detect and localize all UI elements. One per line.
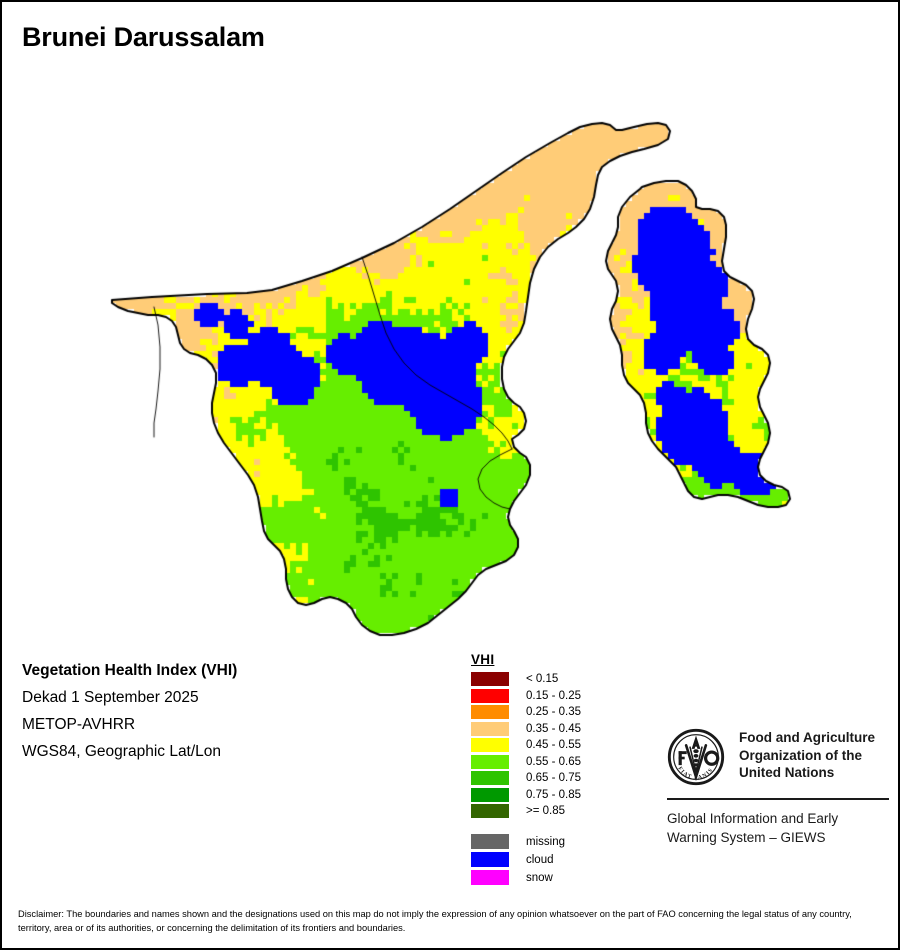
map-figure [2,57,898,647]
fao-system-name: Global Information and Early Warning Syst… [667,809,892,847]
legend-title: VHI [471,652,495,667]
legend-label: 0.65 - 0.75 [526,772,581,785]
page-title: Brunei Darussalam [22,22,265,52]
fao-header: FIAT PANIS Food and Agriculture Organizat… [667,728,892,786]
legend-row-0-65-0-75: 0.65 - 0.75 [471,770,581,787]
metadata-projection: WGS84, Geographic Lat/Lon [22,743,222,760]
legend-label: 0.35 - 0.45 [526,722,581,735]
legend-special-list: missing cloud snow [471,833,581,887]
legend-swatch [471,705,509,720]
legend-label: 0.25 - 0.35 [526,706,581,719]
legend-swatch [471,852,509,867]
legend-row-0-55-0-65: 0.55 - 0.65 [471,754,581,771]
metadata-sensor: METOP-AVHRR [22,716,136,733]
legend-label: >= 0.85 [526,805,566,818]
legend-label: 0.75 - 0.85 [526,788,581,801]
legend-label: snow [526,871,553,884]
legend-row--0-85: >= 0.85 [471,803,581,820]
disclaimer-text: Disclaimer: The boundaries and names sho… [18,909,852,933]
legend-row-0-75-0-85: 0.75 - 0.85 [471,787,581,804]
legend: VHI < 0.15 0.15 - 0.25 0.25 - 0.35 0.35 - 0… [471,652,581,887]
metadata-period: Dekad 1 September 2025 [22,689,199,706]
legend-label: missing [526,835,565,848]
legend-row--0-15: < 0.15 [471,671,581,688]
legend-row-missing: missing [471,833,581,851]
legend-swatch [471,834,509,849]
fao-organization-name: Food and Agriculture Organization of the U… [739,728,875,782]
map-metadata: Vegetation Health Index (VHI) Dekad 1 Se… [22,657,442,765]
legend-swatch [471,771,509,786]
legend-row-0-25-0-35: 0.25 - 0.35 [471,704,581,721]
legend-class-list: < 0.15 0.15 - 0.25 0.25 - 0.35 0.35 - 0.45 0… [471,671,581,820]
fao-system-line-0: Global Information and Early [667,811,839,826]
legend-swatch [471,688,509,703]
legend-swatch [471,721,509,736]
fao-divider [667,798,889,800]
legend-swatch [471,754,509,769]
legend-label: 0.55 - 0.65 [526,755,581,768]
fao-organization-line-0: Food and Agriculture [739,730,875,745]
legend-swatch [471,787,509,802]
legend-swatch [471,672,509,687]
fao-logo-icon: FIAT PANIS [667,728,725,786]
legend-row-cloud: cloud [471,851,581,869]
legend-label: 0.15 - 0.25 [526,689,581,702]
fao-system-line-1: Warning System – GIEWS [667,830,826,845]
legend-spacer [471,820,581,833]
fao-organization-line-2: United Nations [739,765,835,780]
legend-swatch [471,870,509,885]
legend-label: 0.45 - 0.55 [526,739,581,752]
fao-branding: FIAT PANIS Food and Agriculture Organizat… [667,728,892,847]
legend-row-0-45-0-55: 0.45 - 0.55 [471,737,581,754]
legend-swatch [471,738,509,753]
metadata-product: Vegetation Health Index (VHI) [22,662,238,679]
legend-label: < 0.15 [526,673,559,686]
legend-row-0-15-0-25: 0.15 - 0.25 [471,688,581,705]
legend-row-0-35-0-45: 0.35 - 0.45 [471,721,581,738]
vhi-raster-map [2,57,898,647]
fao-organization-line-1: Organization of the [739,747,862,763]
legend-swatch [471,804,509,819]
legend-row-snow: snow [471,869,581,887]
legend-label: cloud [526,853,554,866]
